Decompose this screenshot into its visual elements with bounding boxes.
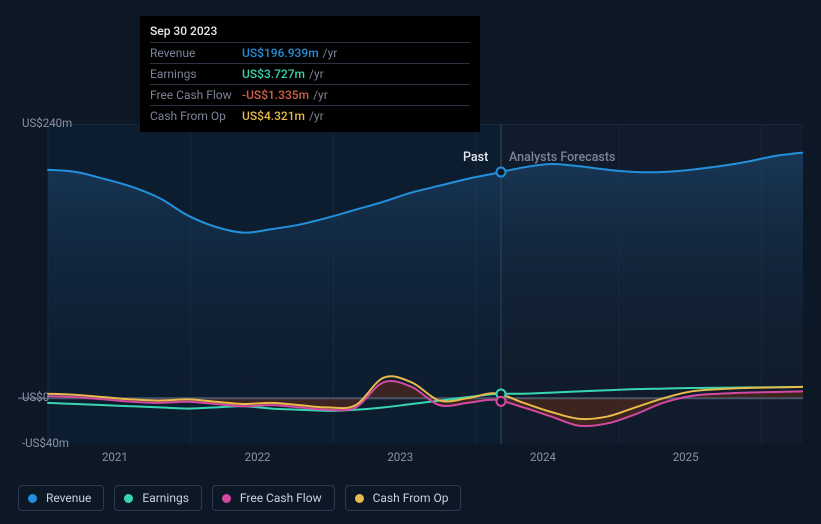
legend-item-earnings[interactable]: Earnings bbox=[114, 485, 202, 511]
x-axis-tick-label: 2024 bbox=[530, 450, 556, 464]
legend-item-revenue[interactable]: Revenue bbox=[18, 485, 104, 511]
tooltip-row: RevenueUS$196.939m/yr bbox=[150, 42, 470, 63]
chart-plot bbox=[18, 124, 803, 444]
tooltip-row: EarningsUS$3.727m/yr bbox=[150, 63, 470, 84]
data-tooltip: Sep 30 2023 RevenueUS$196.939m/yrEarning… bbox=[140, 16, 480, 132]
chart-svg bbox=[18, 124, 803, 444]
tooltip-row-unit: /yr bbox=[323, 46, 338, 60]
tooltip-row-label: Revenue bbox=[150, 46, 242, 60]
tooltip-row-unit: /yr bbox=[313, 88, 328, 102]
y-axis-tick-label: US$0 bbox=[22, 390, 49, 404]
legend-swatch bbox=[355, 494, 364, 503]
legend-item-cash-from-op[interactable]: Cash From Op bbox=[345, 485, 462, 511]
legend-label: Free Cash Flow bbox=[240, 491, 322, 505]
legend-label: Earnings bbox=[142, 491, 189, 505]
y-axis-tick-label: -US$40m bbox=[22, 436, 69, 450]
legend: Revenue Earnings Free Cash Flow Cash From O… bbox=[18, 485, 461, 511]
legend-swatch bbox=[28, 494, 37, 503]
tooltip-row-value: -US$1.335m bbox=[242, 88, 309, 102]
x-axis-tick-label: 2025 bbox=[673, 450, 699, 464]
tooltip-date: Sep 30 2023 bbox=[150, 24, 470, 42]
section-label-past: Past bbox=[463, 150, 488, 165]
tooltip-row-value: US$196.939m bbox=[242, 46, 319, 60]
section-label-forecasts: Analysts Forecasts bbox=[509, 150, 615, 165]
tooltip-row-value: US$3.727m bbox=[242, 67, 305, 81]
tooltip-row-unit: /yr bbox=[309, 109, 324, 123]
x-axis-labels: 2021 2022 2023 2024 2025 bbox=[18, 450, 803, 470]
legend-label: Cash From Op bbox=[373, 491, 449, 505]
x-axis-tick-label: 2023 bbox=[387, 450, 413, 464]
tooltip-row-label: Earnings bbox=[150, 67, 242, 81]
x-axis-tick-label: 2021 bbox=[102, 450, 128, 464]
legend-label: Revenue bbox=[46, 491, 91, 505]
legend-swatch bbox=[124, 494, 133, 503]
x-axis-tick-label: 2022 bbox=[245, 450, 271, 464]
legend-swatch bbox=[222, 494, 231, 503]
tooltip-row-value: US$4.321m bbox=[242, 109, 305, 123]
tooltip-row-label: Cash From Op bbox=[150, 109, 242, 123]
y-axis-tick-label: US$240m bbox=[22, 116, 72, 130]
tooltip-row: Cash From OpUS$4.321m/yr bbox=[150, 105, 470, 126]
legend-item-free-cash-flow[interactable]: Free Cash Flow bbox=[212, 485, 335, 511]
tooltip-row-unit: /yr bbox=[309, 67, 324, 81]
tooltip-row: Free Cash Flow-US$1.335m/yr bbox=[150, 84, 470, 105]
tooltip-row-label: Free Cash Flow bbox=[150, 88, 242, 102]
